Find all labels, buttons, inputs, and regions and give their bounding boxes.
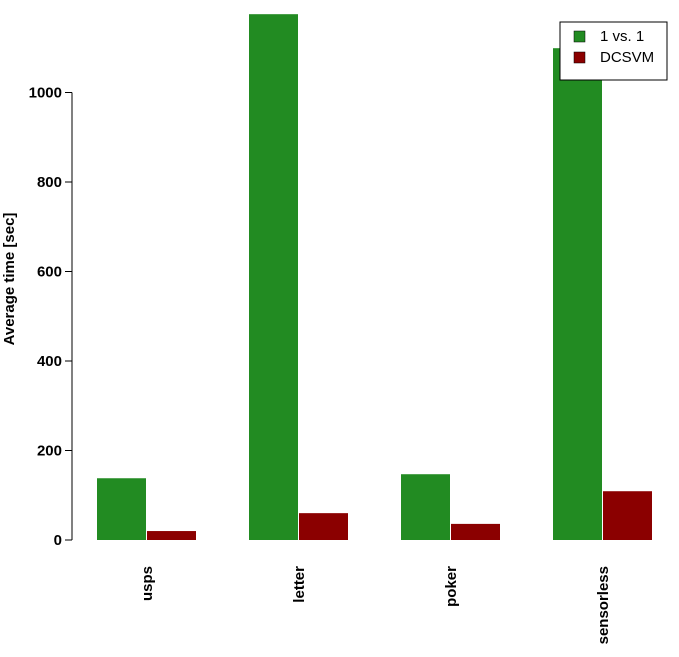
- y-tick-label: 200: [37, 443, 62, 460]
- y-axis: 0 200 400 600 800 1000: [29, 85, 73, 549]
- y-tick-label: 800: [37, 174, 62, 191]
- y-tick-label: 600: [37, 264, 62, 281]
- bar-sensorless-1-vs-1: [553, 48, 602, 540]
- x-axis-labels: usps letter poker sensorless: [139, 566, 612, 645]
- y-tick-label: 1000: [29, 85, 62, 102]
- legend-label: DCSVM: [600, 49, 654, 66]
- bars: [97, 14, 652, 540]
- bar-letter-dcsvm: [299, 513, 348, 540]
- legend-label: 1 vs. 1: [600, 28, 644, 45]
- x-tick-label: letter: [291, 566, 308, 603]
- legend-swatch: [573, 51, 586, 64]
- y-tick-label: 0: [54, 532, 62, 549]
- x-tick-label: sensorless: [595, 566, 612, 644]
- y-axis-title: Average time [sec]: [1, 213, 18, 346]
- bar-poker-1-vs-1: [401, 474, 450, 540]
- bar-letter-1-vs-1: [249, 14, 298, 540]
- x-tick-label: usps: [139, 566, 156, 601]
- y-tick-label: 400: [37, 353, 62, 370]
- bar-usps-1-vs-1: [97, 478, 146, 540]
- legend-swatch: [573, 30, 586, 43]
- bar-sensorless-dcsvm: [603, 491, 652, 540]
- bar-poker-dcsvm: [451, 523, 500, 540]
- legend: 1 vs. 1 DCSVM: [559, 21, 668, 81]
- legend-box: [559, 21, 668, 81]
- bar-usps-dcsvm: [147, 531, 196, 540]
- x-tick-label: poker: [443, 566, 460, 607]
